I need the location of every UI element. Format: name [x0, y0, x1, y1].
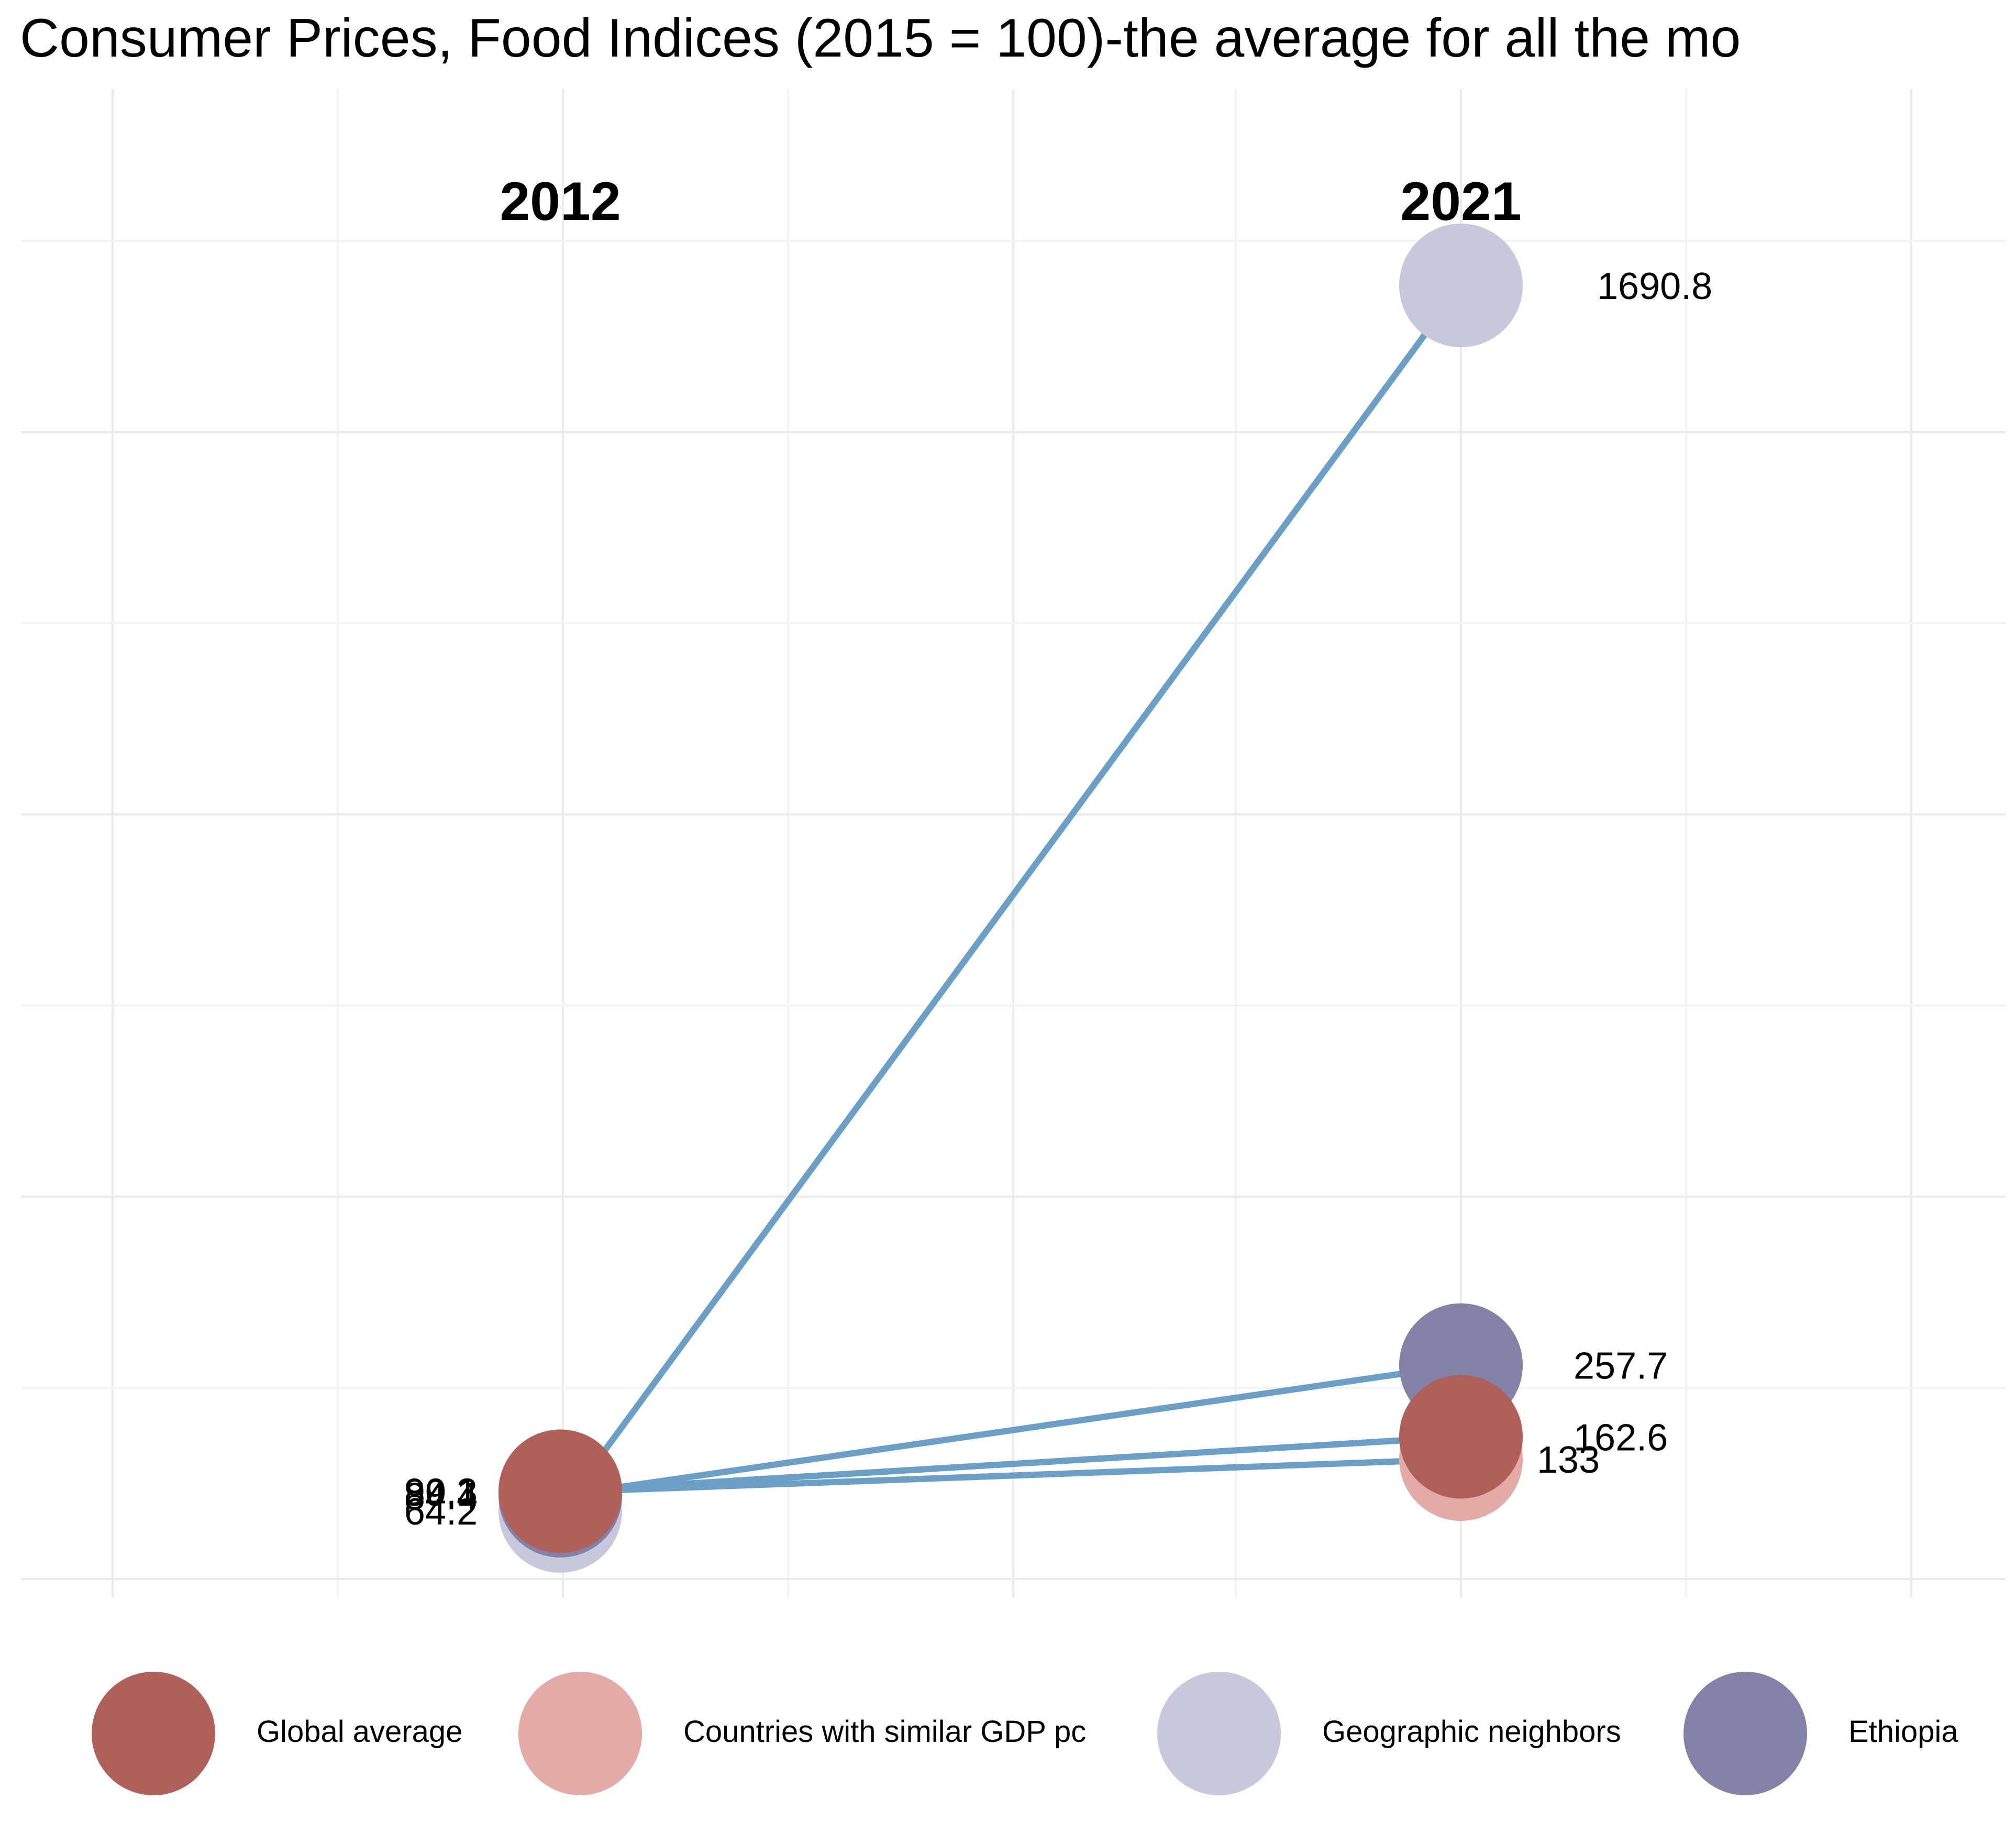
value-label-2021: 133: [1537, 1439, 1600, 1481]
legend-label: Global average: [257, 1715, 463, 1749]
legend: Global average Countries with similar GD…: [0, 1665, 2016, 1796]
legend-label: Countries with similar GDP pc: [683, 1715, 1087, 1749]
legend-label: Ethiopia: [1848, 1715, 1958, 1749]
data-points: [499, 224, 1523, 1573]
value-label-2012: 89.1: [404, 1472, 478, 1514]
legend-swatch-geographic-neighbors: [1157, 1672, 1281, 1795]
column-headers: 2012 2021: [500, 171, 1521, 232]
legend-swatch-ethiopia: [1683, 1672, 1807, 1795]
legend-swatch-similar-gdp: [518, 1672, 642, 1795]
data-point: [1399, 1375, 1523, 1499]
series-line: [557, 282, 1464, 1514]
value-label-2021: 162.6: [1574, 1417, 1668, 1459]
grid: [21, 89, 2006, 1597]
value-label-2012: 64.2: [404, 1491, 478, 1533]
series-lines: [557, 282, 1464, 1514]
chart-title: Consumer Prices, Food Indices (2015 = 10…: [20, 8, 1741, 69]
data-point: [499, 1429, 622, 1553]
value-label-2012: 90.3: [404, 1471, 478, 1513]
value-label-2021: 257.7: [1574, 1345, 1668, 1387]
value-label-2012: 84.4: [404, 1476, 478, 1518]
column-header-2012: 2012: [500, 171, 621, 232]
column-header-2021: 2021: [1400, 171, 1521, 232]
data-point: [1399, 224, 1523, 347]
value-label-2021: 1690.8: [1597, 266, 1712, 307]
legend-swatch-global-average: [92, 1672, 215, 1795]
series-line: [557, 1433, 1464, 1495]
series-line: [557, 1362, 1464, 1499]
series-line: [557, 1456, 1464, 1496]
legend-label: Geographic neighbors: [1322, 1715, 1621, 1749]
